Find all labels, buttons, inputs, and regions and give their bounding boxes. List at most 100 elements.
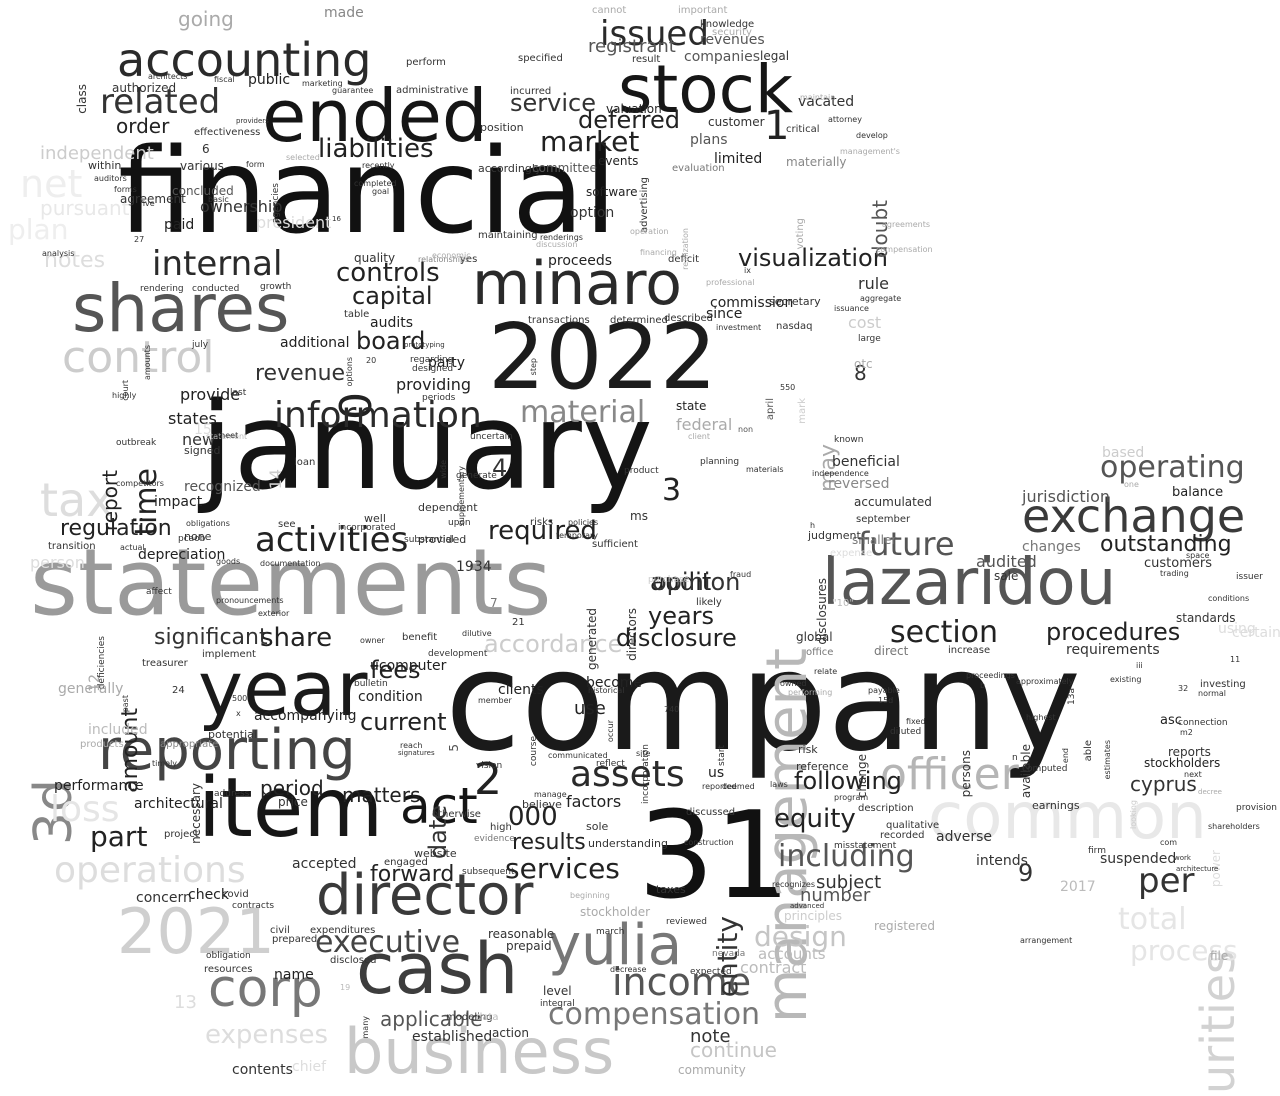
- cloud-word: forward: [370, 862, 455, 887]
- cloud-word: directors: [625, 608, 639, 661]
- cloud-word: 31: [638, 787, 791, 926]
- cloud-word: related: [100, 82, 221, 122]
- cloud-word: 000: [508, 802, 558, 832]
- cloud-word: risk: [798, 743, 818, 756]
- cloud-word: project: [164, 829, 199, 840]
- cloud-word: using: [1218, 621, 1256, 637]
- cloud-word: historical: [588, 686, 625, 695]
- cloud-word: recognized: [184, 479, 261, 495]
- cloud-word: exchange: [1022, 489, 1246, 543]
- cloud-word: outbreak: [116, 438, 157, 448]
- cloud-word: design: [754, 920, 847, 953]
- cloud-word: reflect: [596, 759, 625, 769]
- cloud-word: goal: [372, 187, 390, 196]
- cloud-word: development: [428, 649, 488, 659]
- cloud-word: expenditures: [310, 925, 376, 936]
- cloud-word: states: [168, 409, 217, 428]
- cloud-word: estimates: [1103, 740, 1112, 780]
- cloud-word: net: [20, 162, 83, 206]
- cloud-word: generated: [585, 608, 599, 670]
- cloud-word: use: [574, 698, 606, 719]
- cloud-word: signatures: [398, 749, 435, 757]
- cloud-word: m2: [1180, 728, 1193, 737]
- cloud-word: independent: [40, 143, 154, 164]
- cloud-word: committee: [532, 161, 597, 175]
- cloud-word: quality: [354, 251, 396, 265]
- cloud-word: 2017: [1060, 879, 1096, 895]
- cloud-word: economic: [432, 251, 471, 260]
- cloud-word: upon: [448, 518, 471, 528]
- cloud-word: recorded: [880, 830, 925, 841]
- cloud-word: total: [1118, 902, 1187, 937]
- cloud-word: likely: [696, 597, 722, 608]
- cloud-word: disclosed: [330, 955, 377, 966]
- cloud-word: maintain: [800, 93, 836, 102]
- cloud-word: exterior: [258, 609, 290, 618]
- cloud-word: expected: [690, 967, 732, 977]
- cloud-word: com: [1160, 838, 1178, 847]
- cloud-word: business: [344, 1015, 615, 1088]
- cloud-word: item: [198, 761, 384, 856]
- cloud-word: procedures: [1046, 618, 1181, 646]
- cloud-word: lazaridou: [822, 546, 1117, 620]
- cloud-word: 14: [266, 469, 285, 490]
- cloud-word: activities: [255, 520, 409, 560]
- cloud-word: obligation: [206, 951, 251, 961]
- cloud-word: none: [184, 530, 212, 543]
- cloud-word: engaged: [384, 857, 428, 868]
- cloud-word: realization: [681, 228, 690, 270]
- cloud-word: public: [248, 72, 291, 88]
- cloud-word: changes: [1022, 539, 1081, 555]
- cloud-word: data: [476, 1012, 499, 1023]
- cloud-word: asc: [1160, 713, 1182, 728]
- cloud-word: operation: [630, 227, 669, 236]
- cloud-word: iii: [1136, 661, 1143, 670]
- cloud-word: including: [778, 839, 915, 874]
- cloud-word: rendering: [140, 284, 184, 294]
- cloud-word: issuance: [834, 304, 869, 313]
- cloud-word: principles: [784, 909, 843, 923]
- cloud-word: periods: [422, 393, 456, 403]
- cloud-word: decree: [1198, 788, 1222, 796]
- cloud-word: attorney: [828, 115, 862, 124]
- cloud-word: regulation: [60, 516, 172, 541]
- cloud-word: authorized: [112, 81, 177, 95]
- cloud-word: assets: [570, 754, 685, 795]
- cloud-word: forms: [114, 185, 137, 194]
- cloud-word: program: [834, 793, 869, 802]
- cloud-word: year: [198, 644, 368, 733]
- cloud-word: yes: [460, 254, 478, 265]
- cloud-word: section: [890, 615, 999, 650]
- cloud-word: qualitative: [886, 820, 940, 831]
- cloud-word: ownership: [200, 197, 283, 216]
- cloud-word: aggregate: [860, 294, 902, 303]
- cloud-word: suspended: [1100, 851, 1177, 867]
- cloud-word: subsequent: [462, 867, 515, 877]
- cloud-word: disclosure: [616, 624, 737, 652]
- cloud-word: client: [688, 432, 710, 441]
- cloud-word: subject: [816, 872, 882, 893]
- cloud-word: software: [586, 185, 638, 199]
- cloud-word: nevada: [712, 949, 746, 959]
- cloud-word: us: [708, 765, 725, 781]
- cloud-word: providers: [236, 117, 269, 125]
- cloud-word: see: [278, 519, 296, 530]
- cloud-word: sole: [586, 820, 609, 833]
- cloud-word: price: [278, 795, 308, 809]
- cloud-word: discussed: [686, 807, 736, 818]
- cloud-word: understanding: [588, 837, 668, 850]
- cloud-word: future: [858, 525, 955, 563]
- cloud-word: party: [428, 355, 465, 371]
- cloud-word: registrant: [588, 36, 676, 57]
- cloud-word: clients: [498, 682, 544, 698]
- cloud-word: shareholders: [1208, 822, 1260, 831]
- cloud-word: management's: [840, 147, 900, 156]
- cloud-word: position: [480, 121, 524, 134]
- cloud-word: provided: [418, 533, 467, 546]
- cloud-word: generate: [456, 471, 497, 481]
- cloud-word: market: [540, 125, 640, 158]
- cloud-word: earnings: [1032, 799, 1080, 812]
- cloud-word: audited: [976, 552, 1037, 571]
- cloud-word: contents: [232, 1062, 293, 1078]
- cloud-word: maintaining: [478, 230, 538, 241]
